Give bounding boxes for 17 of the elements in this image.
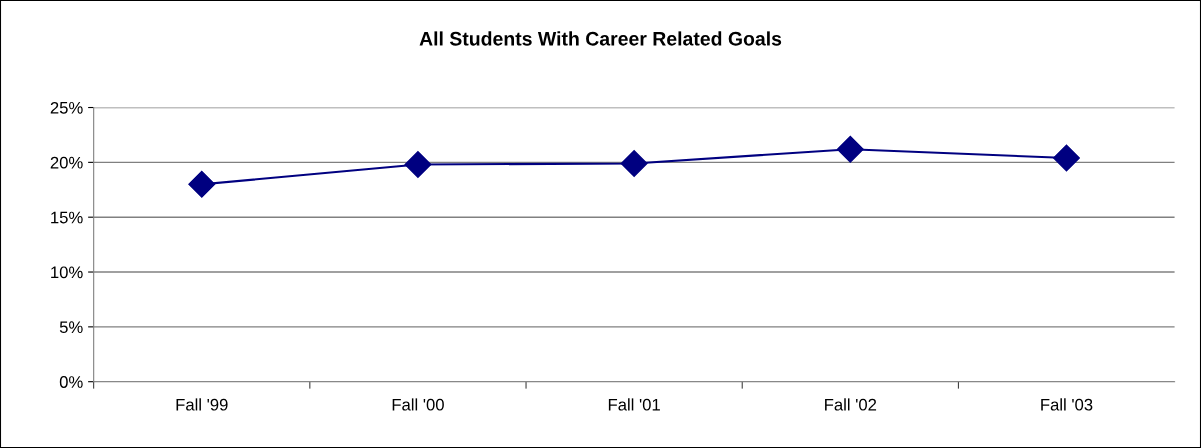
y-tick-label: 25% bbox=[50, 101, 83, 114]
point bbox=[1053, 144, 1080, 172]
point bbox=[404, 151, 432, 179]
point bbox=[620, 149, 648, 177]
y-tick-label: 5% bbox=[59, 321, 83, 334]
y-tick-label: 0% bbox=[59, 376, 83, 388]
x-tick-label: Fall '02 bbox=[825, 398, 877, 411]
x-tick-label: Fall '00 bbox=[392, 398, 444, 411]
x-tick-label: Fall '01 bbox=[608, 398, 660, 411]
y-tick-label: 20% bbox=[50, 156, 83, 169]
y-tick-label: 15% bbox=[51, 211, 83, 224]
point bbox=[836, 135, 864, 163]
x-tick-label: Fall '03 bbox=[1041, 398, 1093, 411]
chart-title: All Students With Career Related Goals bbox=[419, 31, 782, 46]
point bbox=[188, 170, 216, 198]
y-tick-label: 10% bbox=[51, 266, 83, 279]
x-tick-label: Fall '99 bbox=[176, 398, 228, 411]
